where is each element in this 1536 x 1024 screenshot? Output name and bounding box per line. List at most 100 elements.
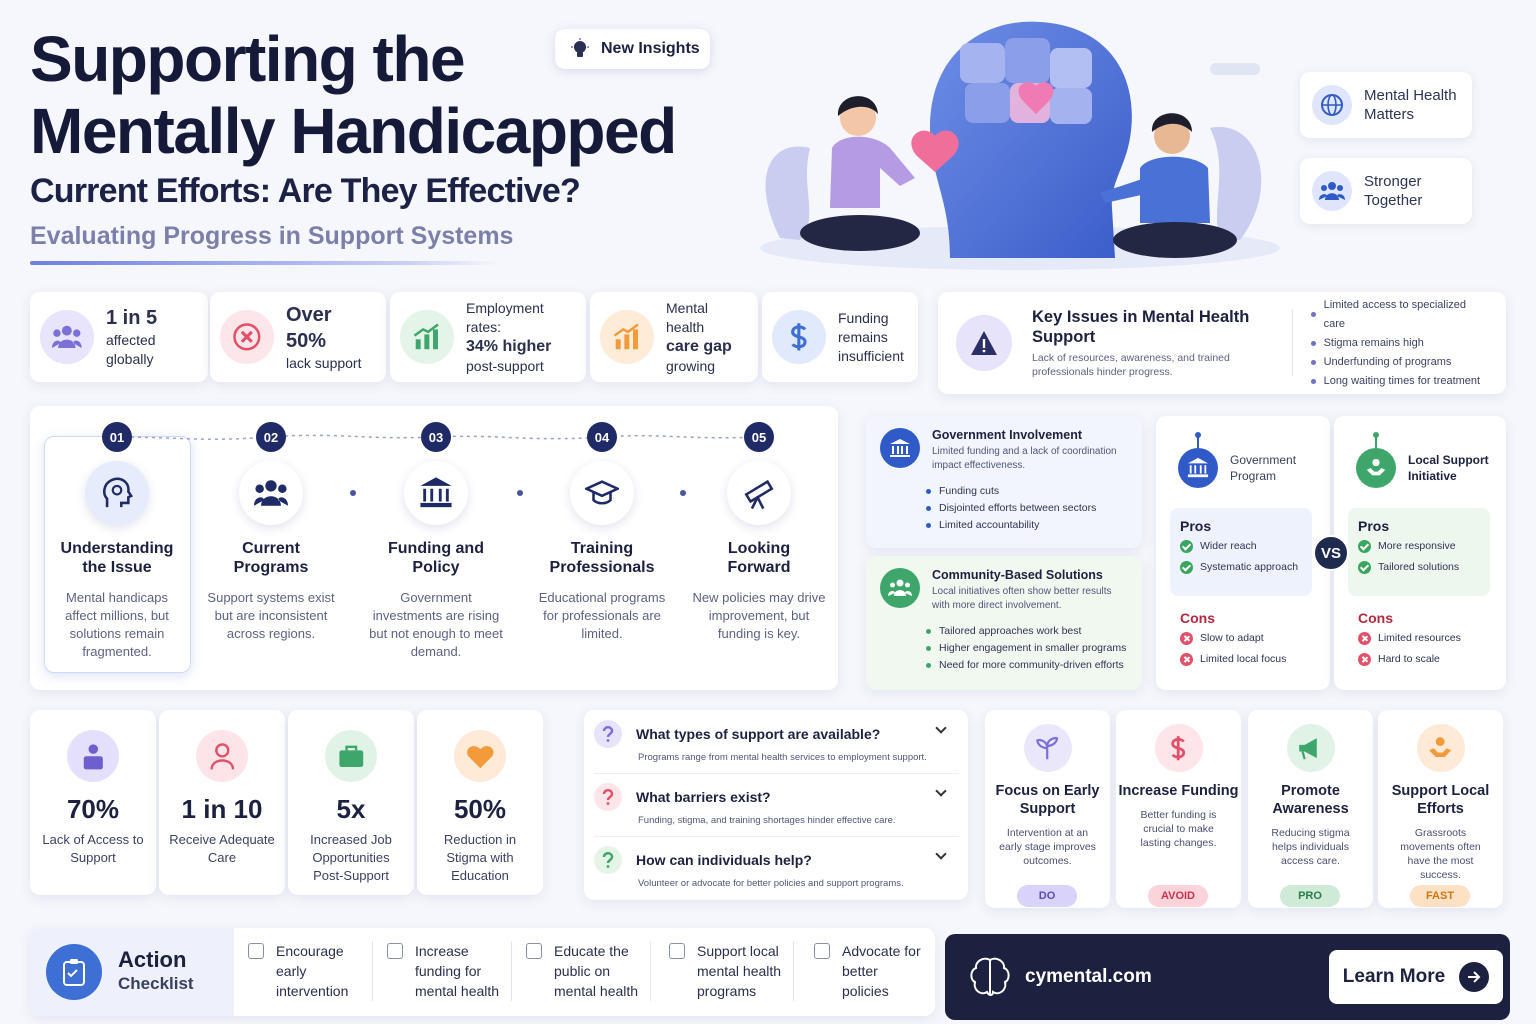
side-card: Stronger Together: [1300, 158, 1472, 224]
checklist-item: Support local mental health programs: [669, 941, 794, 1001]
panel-item: Need for more community-driven efforts: [926, 657, 1130, 674]
stat-text: 1 in 5 affected globally: [106, 305, 198, 369]
side-text: Stronger Together: [1364, 173, 1423, 209]
timeline-line: [116, 434, 760, 496]
panel-title: Government Involvement: [932, 428, 1083, 442]
checklist-text: Encourage early intervention: [276, 943, 349, 999]
pro: More responsive: [1358, 540, 1480, 553]
icon: [1416, 724, 1465, 772]
panel-list: Tailored approaches work best Higher enga…: [926, 623, 1130, 674]
step-icon: [404, 461, 468, 525]
faq-question: What barriers exist?: [594, 783, 959, 811]
pros-box: Pros More responsive Tailored solutions: [1348, 508, 1490, 596]
cons-box: Cons Limited resources Hard to scale: [1348, 600, 1490, 684]
stat-label: Increased Job Opportunities Post-Support: [310, 832, 392, 883]
key-issue: Stigma remains high: [1310, 334, 1488, 353]
badge-text: New Insights: [601, 40, 700, 57]
bullet: [1310, 378, 1316, 384]
step-number: 02: [256, 422, 286, 452]
faq-icon: [594, 846, 622, 874]
bulb-icon: [571, 38, 589, 57]
stat-text: Employment rates: 34% higher post-support: [466, 299, 576, 376]
checkbox: [669, 943, 685, 959]
stat-main: Over 50%: [286, 303, 332, 352]
icon: [400, 310, 454, 364]
action-card: Promote Awareness Reducing stigma helps i…: [1248, 710, 1373, 908]
community-panel: Community-Based Solutions Local initiativ…: [866, 556, 1142, 690]
faq-item: What types of support are available? Prog…: [594, 720, 959, 774]
stat-value: 70%: [66, 794, 120, 824]
stat-value: 1 in 10: [181, 794, 263, 824]
checklist-text: Advocate for better policies: [842, 943, 921, 999]
icon: [772, 310, 826, 364]
panel-item: Limited accountability: [926, 517, 1130, 534]
key-issues-list: Limited access to specialized care Stigma…: [1310, 296, 1488, 391]
faq-answer: Funding, stigma, and training shortages …: [638, 815, 896, 826]
stat-sub: Funding remains insufficient: [838, 309, 904, 364]
bullet: [926, 646, 931, 651]
faq-panel: [584, 710, 968, 900]
title: Mentally Handicapped: [30, 95, 677, 167]
action-card: Support Local Efforts Grassroots movement…: [1378, 710, 1503, 908]
step-title: Funding and Policy: [388, 540, 484, 576]
check: [1358, 540, 1371, 553]
con: Hard to scale: [1358, 653, 1480, 666]
step-text: Support systems exist but are inconsiste…: [207, 590, 335, 641]
panel-item-text: Higher engagement in smaller programs: [939, 642, 1127, 654]
step-icon: [85, 461, 149, 525]
step-title: Training Professionals: [549, 540, 655, 576]
stat-value: 50%: [453, 794, 507, 824]
button-text: Learn More: [1342, 966, 1446, 987]
key-issue: Underfunding of programs: [1310, 353, 1488, 372]
cross: [1358, 653, 1371, 666]
step-title: Current Programs: [233, 540, 309, 576]
bullet: [926, 489, 931, 494]
footer: cymental.com Learn More: [945, 934, 1510, 1020]
panel-item-text: Need for more community-driven efforts: [939, 659, 1124, 671]
faq-icon: [594, 783, 622, 811]
step-text: Government investments are rising but no…: [369, 590, 503, 659]
panel-item: Higher engagement in smaller programs: [926, 640, 1130, 657]
pro-text: More responsive: [1378, 540, 1456, 552]
faq-answer: Programs range from mental health servic…: [638, 752, 927, 763]
icon: [325, 730, 377, 782]
stat-card: Employment rates: 34% higher post-support: [390, 292, 586, 382]
key-issue-text: Stigma remains high: [1323, 336, 1424, 349]
key-issues-text: Lack of resources, awareness, and traine…: [1032, 352, 1230, 378]
compare-title: Local Support Initiative: [1408, 453, 1489, 483]
action-title: Focus on Early Support: [995, 783, 1100, 817]
stat-card: Over 50% lack support: [210, 292, 386, 382]
icon: [1356, 448, 1396, 488]
action-tag: FAST: [1410, 885, 1470, 907]
brain-icon: [970, 957, 1010, 996]
underline: [30, 261, 500, 265]
icon: [600, 310, 654, 364]
action-tag: AVOID: [1148, 885, 1208, 907]
icon: [67, 730, 119, 782]
step-title: Looking Forward: [727, 540, 791, 576]
action-tag: PRO: [1280, 885, 1340, 907]
pros-box: Pros Wider reach Systematic approach: [1170, 508, 1312, 596]
panel-item: Tailored approaches work best: [926, 623, 1130, 640]
title: Supporting the: [30, 23, 466, 95]
learn-more-button[interactable]: Learn More: [1329, 950, 1503, 1004]
step: Looking Forward New policies may drive im…: [684, 539, 834, 643]
pin: [1373, 432, 1379, 438]
panel-item-text: Disjointed efforts between sectors: [939, 502, 1097, 514]
con-text: Hard to scale: [1378, 653, 1440, 665]
icon: [880, 568, 920, 608]
icon: [46, 944, 102, 1000]
step-text: Mental handicaps affect millions, but so…: [65, 590, 169, 659]
panel-text: Limited funding and a lack of coordinati…: [932, 446, 1117, 471]
step: Understanding the Issue Mental handicaps …: [42, 539, 192, 661]
pro: Systematic approach: [1180, 561, 1302, 574]
action-card: Focus on Early Support Intervention at an…: [985, 710, 1110, 908]
stat-card: Funding remains insufficient: [762, 292, 918, 382]
faq-answer: Volunteer or advocate for better policie…: [638, 878, 904, 889]
pro-text: Systematic approach: [1200, 561, 1299, 573]
panel-item: Disjointed efforts between sectors: [926, 500, 1130, 517]
panel-text: Local initiatives often show better resu…: [932, 586, 1112, 611]
stat-card: 1 in 10 Receive Adequate Care: [159, 710, 285, 895]
action-card: Increase Funding Better funding is crucia…: [1116, 710, 1241, 908]
checkbox: [387, 943, 403, 959]
